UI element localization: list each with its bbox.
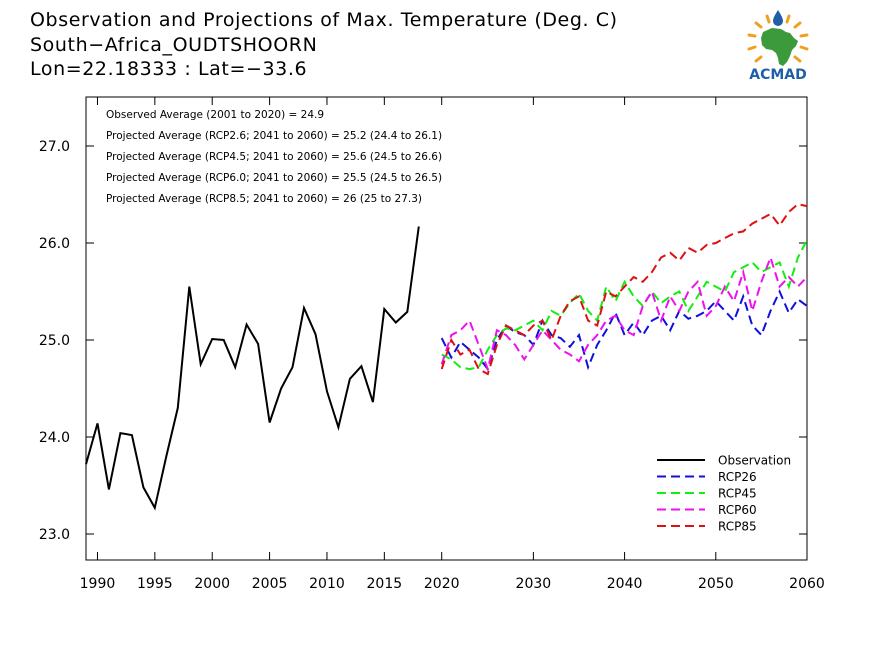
y-tick-label: 24.0 bbox=[39, 430, 70, 446]
location-label: South−Africa_OUDTSHOORN bbox=[30, 34, 318, 56]
series-line-observation bbox=[85, 226, 420, 511]
annotation-line: Projected Average (RCP2.6; 2041 to 2060)… bbox=[106, 130, 442, 142]
x-tick-label: 2000 bbox=[194, 576, 230, 592]
x-tick-label: 1995 bbox=[137, 576, 173, 592]
africa-map-icon: ACMAD bbox=[747, 10, 809, 83]
x-tick-label: 2015 bbox=[367, 576, 403, 592]
annotation-line: Projected Average (RCP6.0; 2041 to 2060)… bbox=[106, 172, 442, 184]
plot-frame bbox=[85, 96, 808, 561]
annotation-line: Projected Average (RCP8.5; 2041 to 2060)… bbox=[106, 193, 422, 205]
x-tick-label: 2020 bbox=[424, 576, 460, 592]
annotation-line: Observed Average (2001 to 2020) = 24.9 bbox=[106, 109, 324, 121]
y-tick-label: 26.0 bbox=[39, 236, 70, 252]
legend-label-rcp45: RCP45 bbox=[718, 487, 757, 501]
legend-label-rcp26: RCP26 bbox=[718, 470, 757, 484]
x-tick-label: 2030 bbox=[516, 576, 552, 592]
x-tick-label: 2010 bbox=[309, 576, 345, 592]
x-tick-label: 2005 bbox=[252, 576, 288, 592]
legend-label-observation: Observation bbox=[718, 454, 791, 468]
x-tick-label: 2040 bbox=[607, 576, 643, 592]
coordinates-label: Lon=22.18333 : Lat=−33.6 bbox=[30, 58, 308, 80]
series-line-rcp45 bbox=[441, 239, 808, 371]
acmad-logo: ACMAD bbox=[736, 8, 820, 84]
y-tick-label: 27.0 bbox=[39, 139, 70, 155]
x-tick-label: 1990 bbox=[80, 576, 116, 592]
series-line-rcp85 bbox=[440, 203, 808, 376]
y-tick-label: 25.0 bbox=[39, 333, 70, 349]
legend-label-rcp60: RCP60 bbox=[718, 503, 757, 517]
y-tick-label: 23.0 bbox=[39, 527, 70, 543]
chart-title: Observation and Projections of Max. Temp… bbox=[30, 9, 618, 31]
legend-label-rcp85: RCP85 bbox=[718, 520, 757, 534]
annotation-line: Projected Average (RCP4.5; 2041 to 2060)… bbox=[106, 151, 442, 163]
x-tick-label: 2050 bbox=[698, 576, 734, 592]
x-tick-label: 2060 bbox=[789, 576, 825, 592]
logo-text: ACMAD bbox=[749, 67, 807, 83]
series-line-rcp60 bbox=[440, 254, 808, 373]
